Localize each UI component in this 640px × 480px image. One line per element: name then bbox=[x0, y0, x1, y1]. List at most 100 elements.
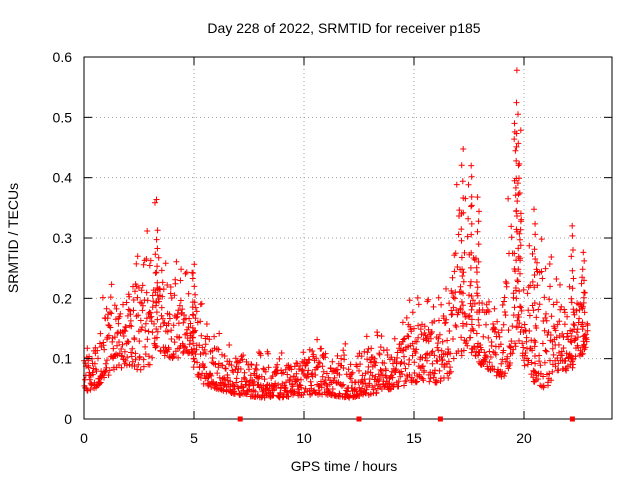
baseline-markers bbox=[237, 416, 575, 422]
data-point bbox=[415, 322, 422, 329]
data-point bbox=[513, 295, 520, 302]
data-point bbox=[435, 335, 442, 342]
data-point bbox=[372, 362, 378, 369]
data-point bbox=[314, 364, 321, 371]
data-point bbox=[359, 372, 366, 379]
data-point bbox=[514, 198, 521, 205]
data-point bbox=[182, 270, 189, 277]
data-point bbox=[486, 359, 493, 366]
data-point bbox=[550, 351, 557, 358]
data-point bbox=[94, 347, 101, 354]
data-point bbox=[84, 387, 91, 394]
data-point bbox=[153, 309, 160, 316]
data-point bbox=[85, 364, 92, 371]
data-point bbox=[460, 347, 467, 354]
data-point bbox=[120, 333, 127, 339]
data-point bbox=[529, 250, 536, 257]
data-point bbox=[97, 330, 104, 337]
data-point bbox=[166, 315, 173, 322]
data-point bbox=[460, 278, 467, 285]
data-point bbox=[501, 309, 508, 315]
data-point bbox=[127, 311, 134, 318]
data-point bbox=[463, 338, 470, 344]
data-point bbox=[169, 354, 176, 361]
data-point bbox=[454, 264, 461, 270]
baseline-marker bbox=[237, 416, 243, 422]
data-point bbox=[234, 369, 241, 376]
data-point bbox=[536, 301, 543, 308]
data-point bbox=[104, 357, 110, 364]
data-point bbox=[368, 345, 375, 352]
data-point bbox=[468, 306, 475, 313]
data-point bbox=[543, 317, 550, 324]
data-point bbox=[159, 279, 166, 286]
data-point bbox=[510, 346, 517, 353]
data-point bbox=[414, 378, 420, 385]
data-point bbox=[538, 236, 545, 243]
data-point bbox=[554, 321, 561, 328]
data-point bbox=[580, 294, 587, 301]
data-point bbox=[173, 314, 180, 321]
data-point bbox=[134, 253, 141, 260]
data-point bbox=[139, 324, 146, 331]
data-point bbox=[278, 350, 285, 356]
data-point bbox=[105, 332, 112, 339]
data-point bbox=[164, 328, 171, 335]
data-point bbox=[116, 339, 122, 345]
data-point bbox=[91, 360, 98, 367]
data-point bbox=[394, 349, 401, 356]
data-point bbox=[411, 325, 417, 332]
data-point bbox=[151, 320, 157, 327]
data-point bbox=[450, 336, 456, 342]
data-point bbox=[123, 324, 130, 331]
data-point bbox=[516, 190, 523, 196]
data-point bbox=[532, 256, 539, 262]
data-point bbox=[531, 300, 538, 306]
data-point bbox=[130, 297, 137, 303]
data-point bbox=[528, 371, 535, 378]
data-point bbox=[184, 326, 191, 333]
data-point bbox=[562, 357, 569, 364]
data-point bbox=[383, 367, 389, 374]
data-point bbox=[515, 245, 522, 252]
data-point bbox=[283, 388, 290, 395]
data-point bbox=[190, 364, 197, 371]
data-point bbox=[424, 357, 430, 364]
data-point bbox=[450, 294, 457, 301]
data-point bbox=[571, 311, 578, 318]
data-point bbox=[178, 266, 185, 273]
data-point bbox=[476, 208, 482, 215]
data-point bbox=[550, 301, 557, 308]
data-point bbox=[182, 344, 189, 351]
data-point bbox=[144, 228, 151, 234]
data-point bbox=[532, 353, 538, 359]
data-point bbox=[470, 327, 477, 334]
data-point bbox=[149, 354, 156, 361]
data-point bbox=[377, 366, 384, 373]
data-point bbox=[508, 338, 515, 345]
data-point bbox=[138, 287, 145, 294]
data-point bbox=[515, 111, 521, 118]
data-point bbox=[555, 341, 562, 348]
data-point bbox=[469, 303, 476, 310]
data-point bbox=[293, 360, 300, 367]
data-point bbox=[492, 326, 499, 333]
data-point bbox=[114, 342, 120, 349]
data-point bbox=[533, 325, 540, 331]
data-point bbox=[513, 67, 520, 74]
data-point bbox=[518, 216, 525, 223]
data-point bbox=[347, 361, 354, 368]
data-point bbox=[101, 346, 108, 353]
data-point bbox=[376, 351, 383, 358]
y-tick-label: 0.4 bbox=[53, 170, 73, 186]
data-point bbox=[364, 349, 371, 356]
data-point bbox=[103, 305, 110, 312]
data-point bbox=[287, 374, 294, 381]
data-point bbox=[319, 373, 326, 380]
data-point bbox=[147, 309, 154, 316]
data-point bbox=[446, 300, 453, 307]
data-point bbox=[356, 384, 363, 391]
data-point bbox=[447, 368, 454, 375]
data-point bbox=[492, 351, 499, 358]
data-point bbox=[168, 336, 175, 342]
